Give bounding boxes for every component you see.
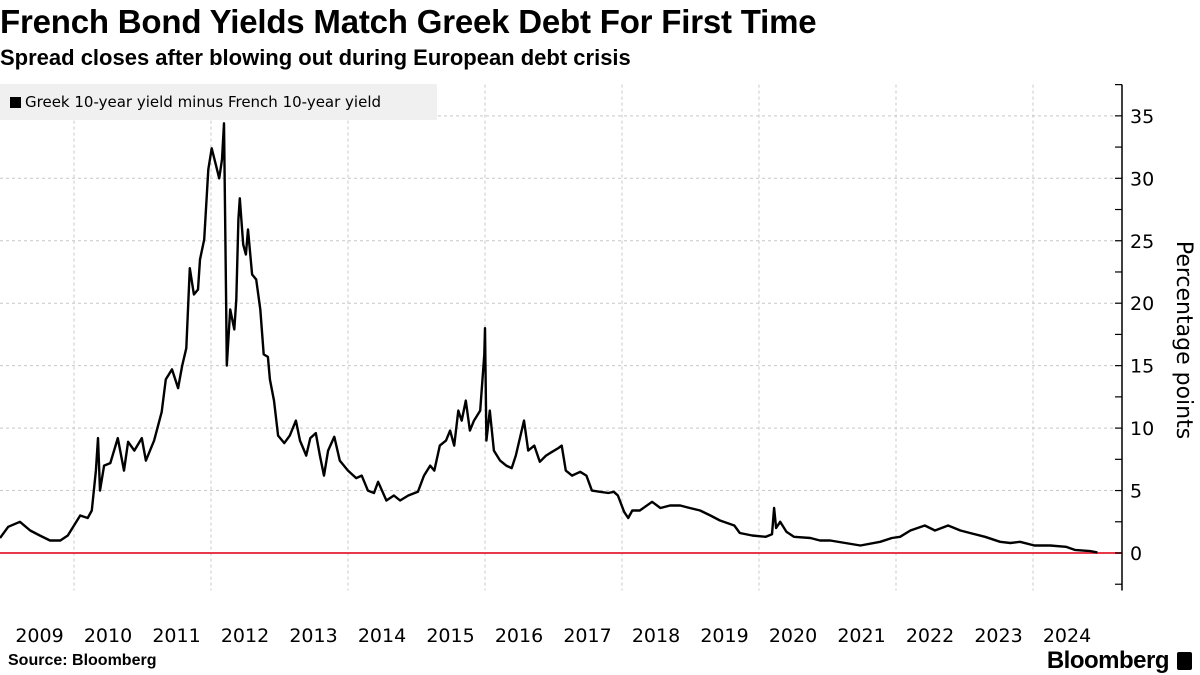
y-tick-label: 10 (1130, 418, 1154, 440)
y-axis: 0 5 10 15 20 25 30 35 (1115, 84, 1154, 591)
x-tick-label: 2011 (152, 625, 200, 647)
x-tick-label: 2020 (769, 625, 817, 647)
y-axis-label: Percentage points (1171, 241, 1196, 439)
y-tick-label: 0 (1130, 543, 1142, 565)
x-tick-label: 2014 (358, 625, 406, 647)
chart-title: French Bond Yields Match Greek Debt For … (0, 3, 817, 40)
y-tick-label: 25 (1130, 231, 1154, 253)
bloomberg-logo: Bloomberg (1047, 647, 1192, 675)
x-tick-label: 2017 (563, 625, 611, 647)
y-tick-label: 20 (1130, 293, 1154, 315)
x-tick-label: 2019 (700, 625, 748, 647)
x-tick-label: 2022 (906, 625, 954, 647)
x-tick-label: 2021 (837, 625, 885, 647)
x-axis: 2009 2010 2011 2012 2013 2014 2015 2016 2017 2018… (15, 625, 1091, 647)
series-line-greek-french-spread (0, 122, 1098, 554)
chart-icon (1177, 652, 1192, 670)
x-tick-label: 2016 (495, 625, 543, 647)
gridlines (0, 84, 1122, 591)
legend-swatch (10, 96, 21, 108)
source-note: Source: Bloomberg (8, 652, 157, 669)
chart-subtitle: Spread closes after blowing out during E… (0, 45, 631, 70)
logo-text: Bloomberg (1046, 647, 1170, 674)
x-tick-label: 2009 (15, 625, 63, 647)
x-tick-label: 2010 (84, 625, 132, 647)
x-tick-label: 2015 (426, 625, 474, 647)
legend-label: Greek 10-year yield minus French 10-year… (25, 93, 382, 111)
x-tick-label: 2012 (221, 625, 269, 647)
x-tick-label: 2024 (1043, 625, 1091, 647)
x-tick-label: 2018 (632, 625, 680, 647)
y-tick-label: 30 (1130, 168, 1154, 190)
x-tick-label: 2013 (289, 625, 337, 647)
y-tick-label: 15 (1130, 356, 1154, 378)
y-tick-label: 5 (1130, 481, 1142, 503)
x-tick-label: 2023 (974, 625, 1022, 647)
y-tick-label: 35 (1130, 106, 1154, 128)
legend: Greek 10-year yield minus French 10-year… (0, 84, 437, 120)
